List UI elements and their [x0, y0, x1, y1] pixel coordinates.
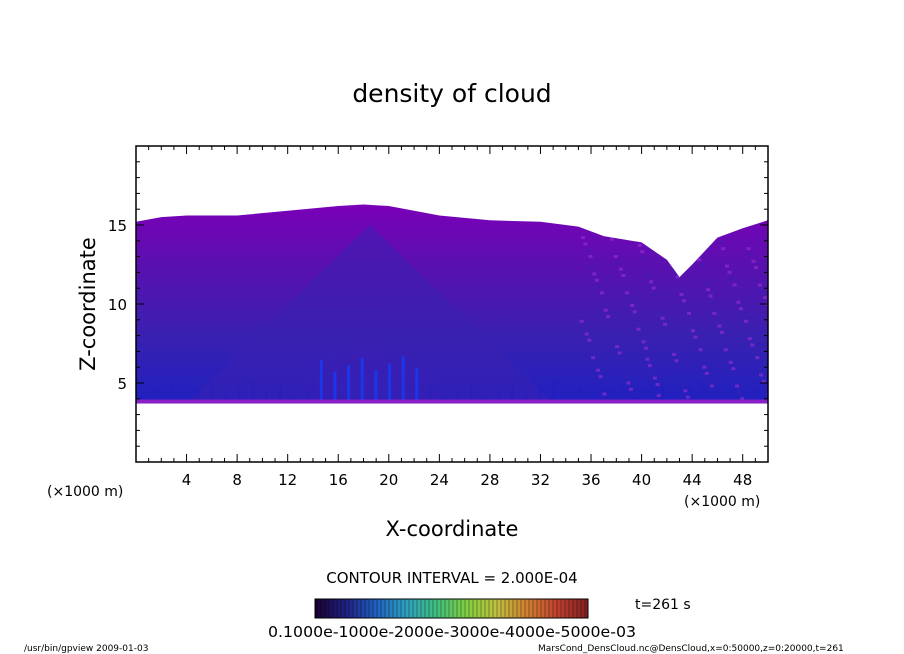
x-tick-label: 4 [182, 471, 192, 489]
chart-title: density of cloud [352, 79, 551, 108]
colorbar [314, 598, 589, 619]
x-axis-units-left: (×1000 m) [47, 484, 123, 500]
x-axis-label: X-coordinate [386, 517, 519, 541]
cloud-base-edge [136, 399, 768, 404]
x-tick-label: 48 [733, 471, 752, 489]
time-label: t=261 s [635, 597, 691, 613]
x-tick-label: 36 [581, 471, 600, 489]
x-tick-label: 40 [632, 471, 651, 489]
cloud-density-field [136, 204, 768, 404]
x-tick-label: 32 [531, 471, 550, 489]
x-tick-label: 24 [430, 471, 449, 489]
x-axis-units-right: (×1000 m) [684, 494, 760, 510]
y-tick-label: 15 [108, 217, 127, 235]
y-axis-ticks: 5 10 15 [108, 161, 768, 447]
x-tick-label: 28 [480, 471, 499, 489]
x-axis-ticks: 4 8 12 16 20 24 28 32 36 40 44 48 [148, 146, 756, 489]
x-tick-label: 12 [278, 471, 297, 489]
cloud-structure [142, 225, 768, 404]
x-tick-label: 20 [379, 471, 398, 489]
y-tick-label: 5 [117, 375, 127, 393]
colorbar-stripes [316, 600, 586, 617]
x-tick-label: 44 [683, 471, 702, 489]
y-axis-label: Z-coordinate [76, 237, 100, 371]
contour-interval-label: CONTOUR INTERVAL = 2.000E-04 [326, 569, 577, 587]
dense-core [299, 285, 440, 404]
x-tick-label: 16 [329, 471, 348, 489]
footer-command: /usr/bin/gpview 2009-01-03 [24, 644, 148, 654]
colorbar-tick-labels: 0.1000e-1000e-2000e-3000e-4000e-5000e-03 [268, 623, 636, 641]
footer-data-source: MarsCond_DensCloud.nc@DensCloud,x=0:5000… [538, 644, 844, 654]
x-tick-label: 8 [232, 471, 242, 489]
y-tick-label: 10 [108, 296, 127, 314]
